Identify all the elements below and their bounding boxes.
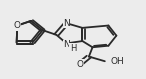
Text: OH: OH bbox=[111, 57, 124, 66]
Text: O: O bbox=[14, 21, 21, 30]
Text: H: H bbox=[70, 44, 76, 53]
Text: N: N bbox=[63, 19, 70, 28]
Text: N: N bbox=[63, 40, 70, 49]
Text: O: O bbox=[76, 60, 83, 69]
